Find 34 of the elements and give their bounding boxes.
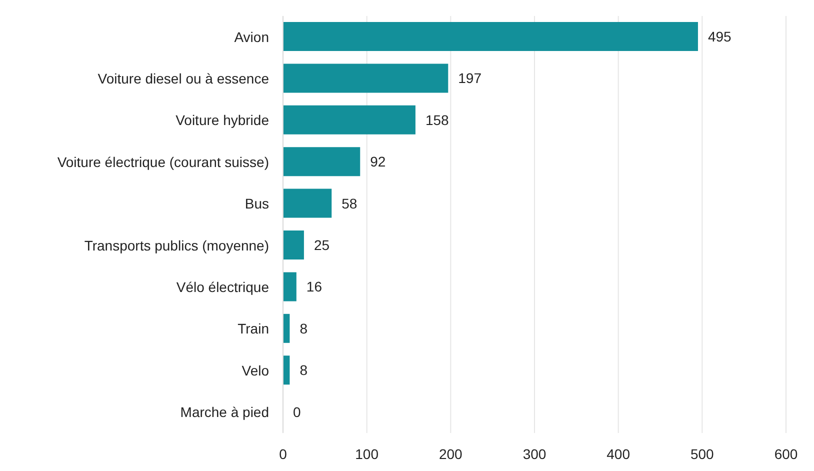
x-tick-label: 0: [279, 446, 288, 462]
y-tick-label: Marche à pied: [180, 404, 269, 420]
x-tick-label: 100: [355, 446, 379, 462]
data-label: 158: [425, 112, 450, 128]
bar: [283, 230, 304, 260]
bar: [283, 272, 296, 302]
y-tick-label: Voiture diesel ou à essence: [98, 70, 270, 87]
y-tick-label: Vélo électrique: [176, 279, 270, 296]
data-label: 8: [300, 320, 308, 336]
data-label: 92: [370, 154, 386, 170]
data-label: 16: [306, 278, 322, 295]
bar: [283, 22, 698, 51]
data-label: 58: [342, 195, 358, 212]
bar: [283, 147, 360, 176]
y-tick-label: Voiture électrique (courant suisse): [57, 154, 269, 170]
data-label: 495: [708, 28, 732, 44]
y-tick-label: Train: [238, 320, 269, 337]
data-label: 197: [458, 70, 482, 86]
x-tick-label: 600: [774, 446, 798, 462]
y-tick-label: Velo: [242, 362, 270, 378]
x-tick-label: 200: [438, 446, 463, 462]
bar: [283, 64, 448, 93]
bar: [283, 105, 416, 134]
bar: [283, 188, 332, 218]
data-label: 0: [293, 404, 302, 420]
x-tick-label: 300: [522, 446, 546, 462]
x-tick-label: 400: [606, 446, 630, 462]
data-label: 8: [300, 362, 308, 378]
y-tick-label: Bus: [244, 196, 269, 212]
data-label: 25: [314, 236, 330, 253]
y-tick-label: Avion: [234, 28, 269, 45]
x-tick-label: 500: [690, 446, 714, 462]
y-tick-label: Voiture hybride: [176, 112, 270, 128]
y-tick-label: Transports publics (moyenne): [84, 237, 269, 254]
